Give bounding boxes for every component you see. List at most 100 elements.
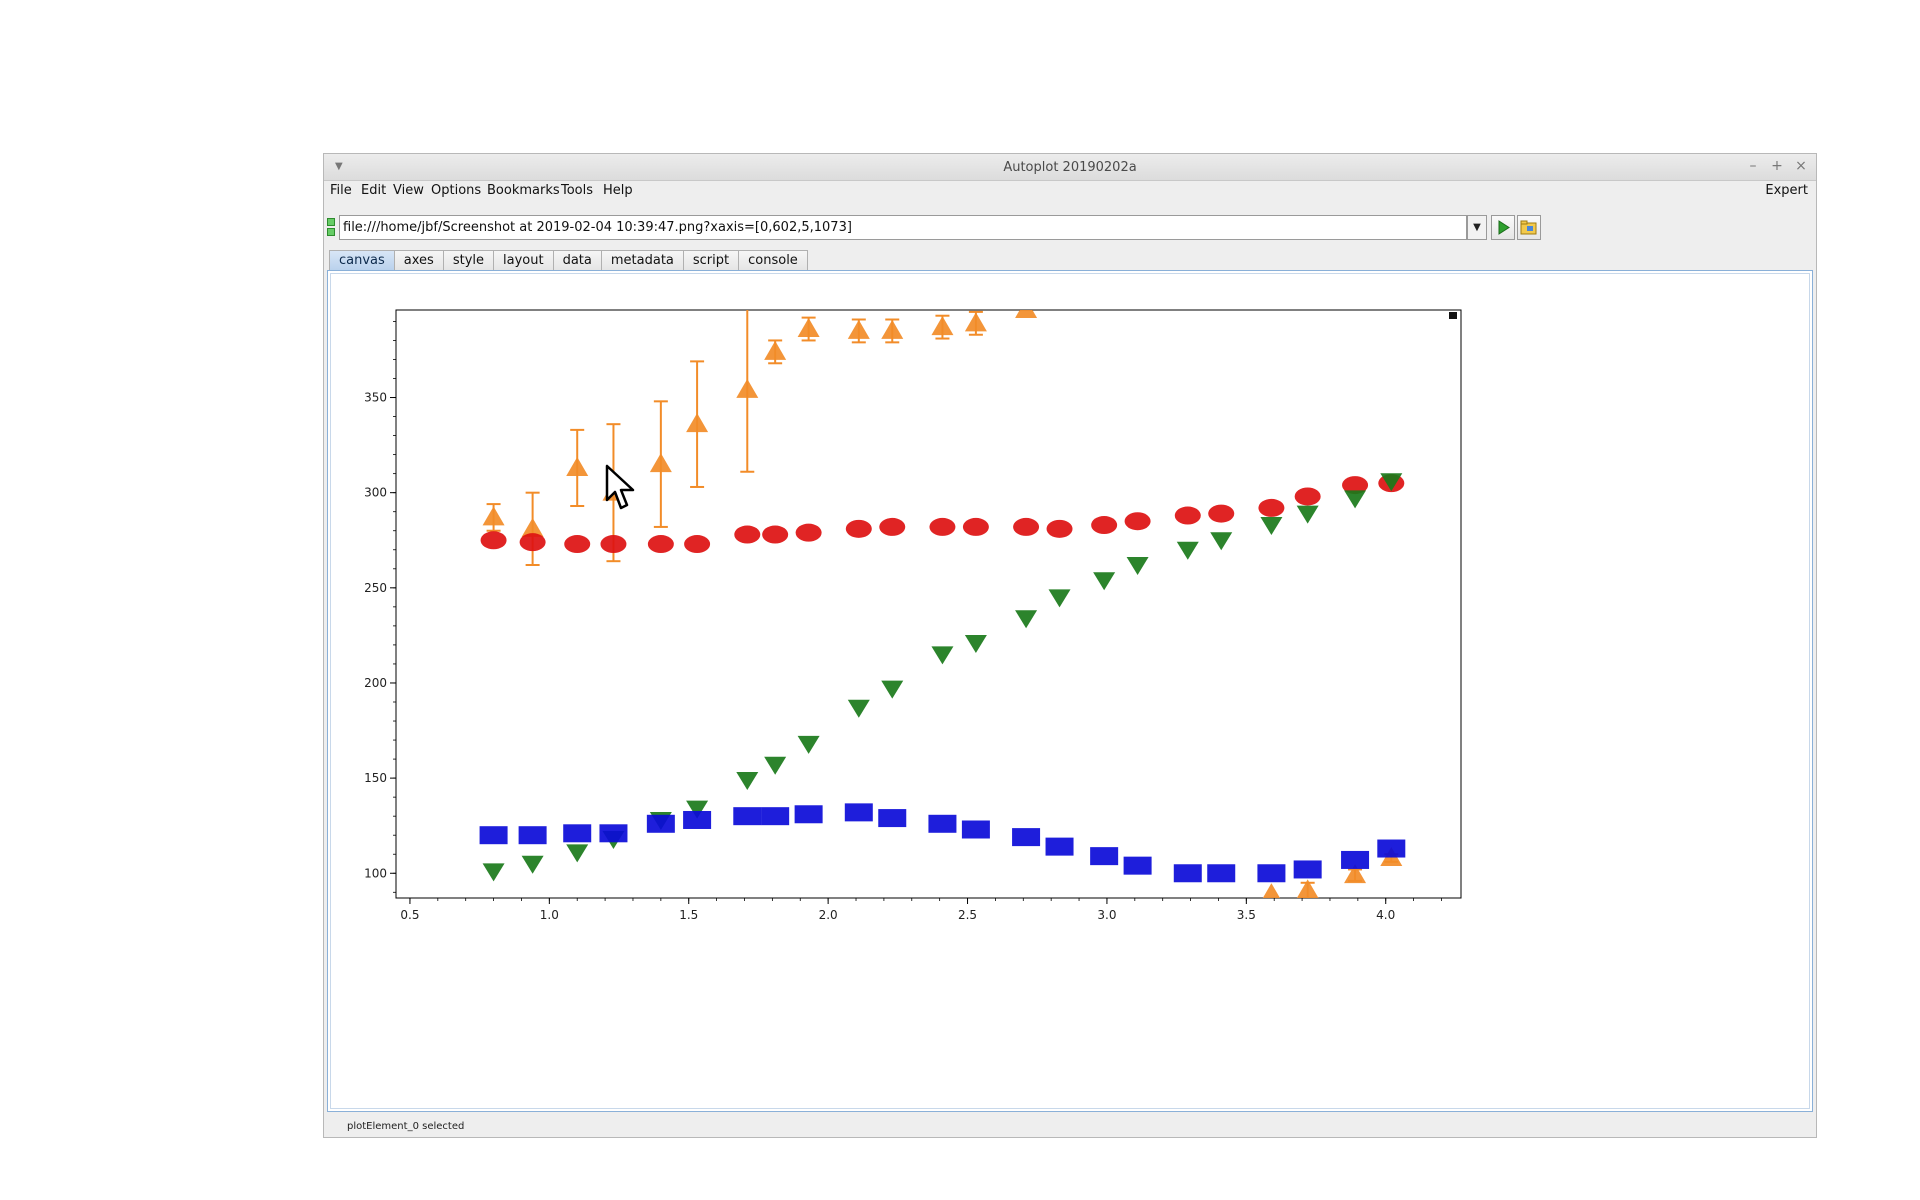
data-point-blue xyxy=(518,826,547,845)
data-point-orange xyxy=(736,378,759,398)
tab-bar: canvas axes style layout data metadata s… xyxy=(329,250,808,271)
x-tick-label: 3.5 xyxy=(1237,908,1256,922)
expert-menu[interactable]: Expert xyxy=(1765,183,1808,198)
data-point-green xyxy=(1048,589,1071,608)
close-icon[interactable]: × xyxy=(1795,158,1807,174)
data-point-blue xyxy=(878,809,907,828)
y-tick-label: 200 xyxy=(364,676,387,690)
tab-layout[interactable]: layout xyxy=(493,250,554,271)
data-point-red xyxy=(684,535,711,554)
data-point-red xyxy=(1294,487,1321,506)
data-point-orange xyxy=(521,517,544,537)
x-tick-label: 1.5 xyxy=(679,908,698,922)
data-point-blue xyxy=(646,814,675,833)
data-point-blue xyxy=(844,803,873,822)
data-point-red xyxy=(929,517,956,536)
data-point-green xyxy=(1176,541,1199,560)
data-point-red xyxy=(879,517,906,536)
minimize-icon[interactable]: – xyxy=(1749,158,1757,174)
plot-canvas[interactable]: 0.5 1.0 1.5 2.0 2.5 3.0 3.5 4.0 100 150 200 250 300 3… xyxy=(331,274,1807,1106)
x-tick-label: 2.5 xyxy=(958,908,977,922)
data-point-blue xyxy=(928,814,957,833)
title-bar: ▼ Autoplot 20190202a – + × xyxy=(324,154,1816,181)
data-point-orange xyxy=(764,340,787,360)
data-point-red xyxy=(962,517,989,536)
menu-edit[interactable]: Edit xyxy=(361,183,387,198)
canvas-panel: 0.5 1.0 1.5 2.0 2.5 3.0 3.5 4.0 100 150 200 250 300 3… xyxy=(327,270,1813,1112)
menu-tools[interactable]: Tools xyxy=(561,183,594,198)
data-point-green xyxy=(1015,610,1038,629)
data-point-blue xyxy=(479,826,508,845)
plot-frame xyxy=(395,309,1462,899)
data-point-blue xyxy=(1090,847,1119,866)
data-point-orange xyxy=(1262,883,1280,898)
y-tick-label: 100 xyxy=(364,866,387,880)
uri-bar: file:///home/jbf/Screenshot at 2019-02-0… xyxy=(324,212,1816,242)
status-text: plotElement_0 selected xyxy=(347,1121,465,1132)
chevron-down-icon[interactable]: ▼ xyxy=(335,161,343,172)
menu-help[interactable]: Help xyxy=(603,183,633,198)
status-indicator-icon xyxy=(327,218,335,236)
x-tick-label: 4.0 xyxy=(1376,908,1395,922)
run-button[interactable] xyxy=(1491,215,1515,240)
data-point-red xyxy=(1174,506,1201,525)
data-point-green xyxy=(1210,532,1233,551)
folder-icon xyxy=(1520,220,1537,235)
data-point-blue xyxy=(683,810,712,829)
data-point-red xyxy=(600,535,627,554)
data-point-red xyxy=(1091,516,1118,535)
data-point-green xyxy=(881,680,904,699)
data-point-red xyxy=(1046,519,1073,538)
menu-view[interactable]: View xyxy=(393,183,424,198)
data-point-green xyxy=(686,800,709,819)
data-point-blue xyxy=(1045,837,1074,856)
data-point-green xyxy=(964,635,987,654)
data-point-red xyxy=(762,525,789,544)
data-point-green xyxy=(566,844,589,863)
tab-data[interactable]: data xyxy=(552,250,602,271)
data-point-orange xyxy=(847,319,870,339)
play-icon xyxy=(1498,220,1510,235)
data-point-green xyxy=(736,772,759,791)
uri-dropdown-button[interactable]: ▼ xyxy=(1467,215,1487,240)
data-point-blue xyxy=(563,824,592,843)
data-point-green xyxy=(847,699,870,718)
menu-bar: File Edit View Options Bookmarks Tools H… xyxy=(324,180,1816,202)
data-point-blue xyxy=(1293,860,1322,879)
y-tick-label: 350 xyxy=(364,391,387,405)
menu-options[interactable]: Options xyxy=(431,183,482,198)
tab-axes[interactable]: axes xyxy=(393,250,444,271)
data-point-red xyxy=(1208,504,1235,523)
menu-file[interactable]: File xyxy=(330,183,352,198)
tab-style[interactable]: style xyxy=(442,250,495,271)
open-file-button[interactable] xyxy=(1517,215,1541,240)
data-point-green xyxy=(482,863,505,882)
data-point-red xyxy=(795,523,822,542)
maximize-icon[interactable]: + xyxy=(1771,158,1783,174)
data-point-blue xyxy=(1012,828,1041,847)
y-tick-label: 300 xyxy=(364,486,387,500)
data-point-green xyxy=(797,735,820,754)
canvas-area[interactable]: 0.5 1.0 1.5 2.0 2.5 3.0 3.5 4.0 100 150 200 250 300 3… xyxy=(330,273,1810,1109)
tab-canvas[interactable]: canvas xyxy=(329,250,395,271)
data-point-blue xyxy=(761,807,790,826)
data-point-orange xyxy=(482,506,505,526)
data-point-green xyxy=(931,646,954,665)
tab-console[interactable]: console xyxy=(738,250,808,271)
data-point-green xyxy=(1126,556,1149,575)
data-point-red xyxy=(1258,498,1285,517)
uri-input[interactable]: file:///home/jbf/Screenshot at 2019-02-0… xyxy=(339,215,1467,240)
data-point-green xyxy=(1344,490,1367,509)
x-tick-label: 3.0 xyxy=(1097,908,1116,922)
data-point-orange xyxy=(797,318,820,338)
x-tick-label: 1.0 xyxy=(540,908,559,922)
autoplot-window: ▼ Autoplot 20190202a – + × File Edit Vie… xyxy=(323,153,1817,1138)
menu-bookmarks[interactable]: Bookmarks xyxy=(487,183,560,198)
tab-metadata[interactable]: metadata xyxy=(600,250,684,271)
x-tick-label: 2.0 xyxy=(819,908,838,922)
tab-script[interactable]: script xyxy=(682,250,740,271)
data-point-green xyxy=(1260,517,1283,536)
data-point-red xyxy=(1342,476,1369,495)
data-point-orange xyxy=(686,413,709,433)
y-tick-label: 250 xyxy=(364,581,387,595)
